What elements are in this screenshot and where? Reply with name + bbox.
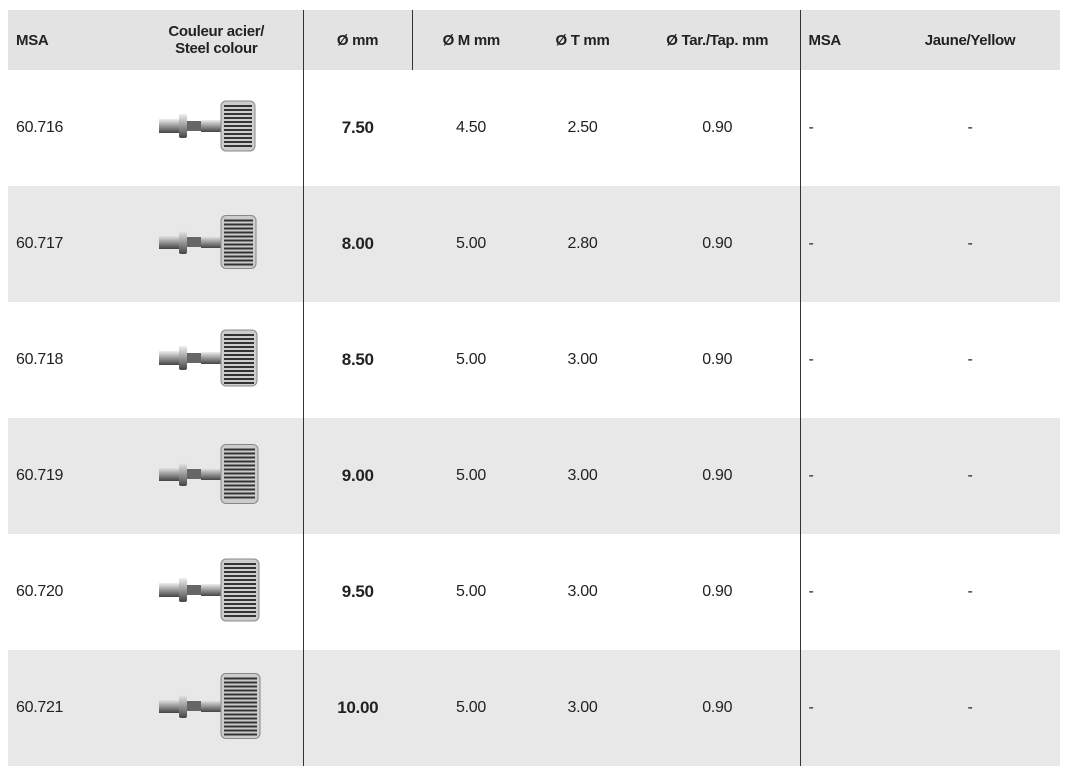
table-cell: 3.00: [530, 418, 635, 534]
table-cell: -: [880, 186, 1060, 302]
table-row: 60.721 10.00 5.00 3.00 0.90- -: [8, 650, 1060, 766]
table-cell: 3.00: [567, 583, 598, 600]
image-cell: [130, 534, 304, 650]
crown-image: [159, 443, 259, 504]
table-row: 60.716 7.50 4.50 2.50 0.90- -: [8, 70, 1060, 186]
image-cell: [130, 418, 304, 534]
table-cell: -: [880, 418, 1060, 534]
table-cell: 10.00: [303, 650, 412, 766]
table-cell: 2.80: [530, 186, 635, 302]
image-cell: [130, 70, 304, 186]
table-cell: -: [808, 119, 814, 136]
table-cell: 0.90: [635, 302, 801, 418]
crown-image: [159, 672, 261, 739]
table-cell: -: [800, 650, 880, 766]
table-row: 60.717 8.00 5.00 2.80 0.90- -: [8, 186, 1060, 302]
table-cell: 0.90: [635, 650, 801, 766]
table-cell: -: [800, 418, 880, 534]
table-cell: 4.50: [456, 119, 486, 136]
table-cell: 5.00: [456, 351, 486, 368]
table-cell: 0.90: [635, 534, 801, 650]
table-cell: 60.721: [8, 650, 130, 766]
table-cell: 0.90: [635, 418, 801, 534]
table-cell: -: [808, 351, 814, 368]
table-cell: -: [800, 186, 880, 302]
table-cell: 60.718: [16, 351, 64, 368]
table-cell: 3.00: [567, 351, 598, 368]
table-cell: 60.716: [16, 119, 64, 136]
crown-image: [159, 329, 258, 386]
spec-table: MSA Couleur acier/ Steel colour Ø mm Ø M mm…: [8, 10, 1060, 766]
table-cell: 2.50: [567, 119, 598, 136]
image-cell: [130, 186, 304, 302]
table-body: 60.716 7.50 4.50 2.50 0.90- -60.717 8.00 5.00…: [8, 70, 1060, 766]
table-cell: -: [808, 583, 814, 600]
table-cell: 5.00: [456, 583, 486, 600]
table-wrap: MSA Couleur acier/ Steel colour Ø mm Ø M mm…: [8, 10, 1060, 766]
crown-image: [159, 100, 256, 151]
column-header: Ø M mm: [412, 10, 530, 70]
page: {"header": ["MSA", "Couleur acier/\nStee…: [8, 10, 1060, 766]
header-row: MSA Couleur acier/ Steel colour Ø mm Ø M mm…: [8, 10, 1060, 70]
table-cell: 60.720: [16, 583, 64, 600]
column-header: MSA: [8, 10, 130, 70]
table-cell: 5.00: [412, 418, 530, 534]
table-cell: 9.00: [303, 418, 412, 534]
column-header: MSA: [800, 10, 880, 70]
table-cell: 0.90: [635, 186, 801, 302]
table-cell: 8.00: [303, 186, 412, 302]
table-cell: -: [967, 583, 973, 600]
table-cell: 9.50: [341, 582, 374, 601]
table-cell: 60.717: [8, 186, 130, 302]
table-cell: 8.50: [341, 350, 374, 369]
table-row: 60.718 8.50 5.00 3.00 0.90- -: [8, 302, 1060, 418]
table-cell: -: [880, 650, 1060, 766]
column-header: Ø Tar./Tap. mm: [635, 10, 801, 70]
crown-image: [159, 558, 260, 621]
table-row: 60.719 9.00 5.00 3.00 0.90- -: [8, 418, 1060, 534]
crown-image: [159, 214, 257, 269]
column-header: Jaune/Yellow: [880, 10, 1060, 70]
table-cell: 5.00: [412, 650, 530, 766]
column-header: Ø T mm: [530, 10, 635, 70]
image-cell: [130, 302, 304, 418]
image-cell: [130, 650, 304, 766]
table-row: 60.720 9.50 5.00 3.00 0.90- -: [8, 534, 1060, 650]
table-cell: -: [967, 119, 973, 136]
table-cell: 7.50: [341, 118, 374, 137]
table-cell: 0.90: [635, 70, 801, 186]
table-cell: 5.00: [412, 186, 530, 302]
column-header: Couleur acier/ Steel colour: [130, 10, 304, 70]
table-cell: 3.00: [530, 650, 635, 766]
table-cell: 60.719: [8, 418, 130, 534]
table-cell: -: [967, 351, 973, 368]
column-header: Ø mm: [303, 10, 413, 70]
